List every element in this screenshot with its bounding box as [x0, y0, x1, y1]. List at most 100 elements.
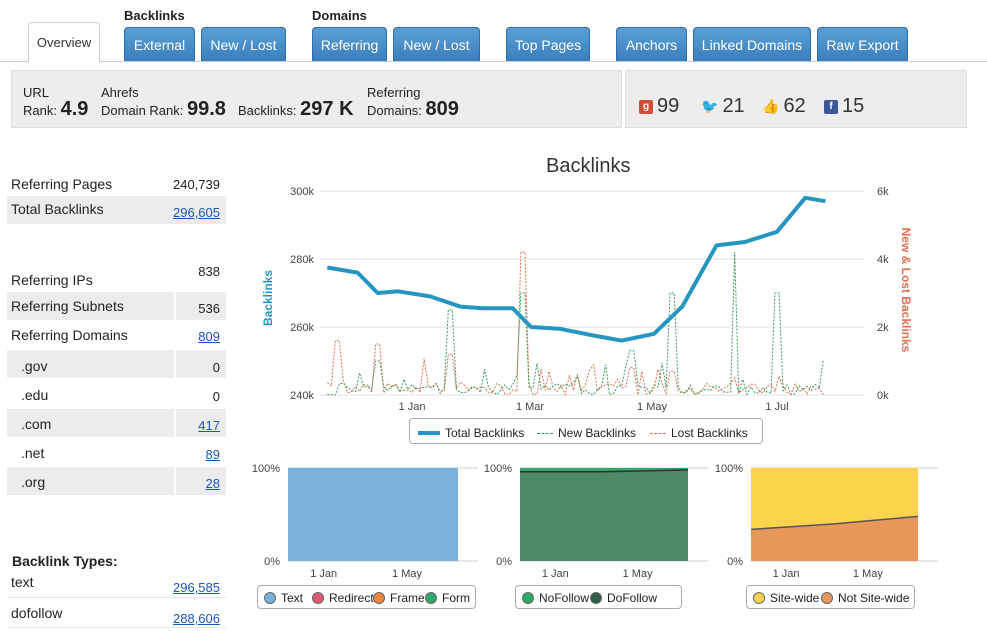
tld-value-link[interactable]: 28: [205, 476, 220, 491]
likes-count: 👍 62: [762, 95, 806, 118]
legend-nofollow[interactable]: NoFollow: [522, 591, 589, 605]
new-line-swatch: [537, 432, 553, 434]
type-label: text: [11, 574, 34, 590]
total-backlinks-link[interactable]: 296,605: [173, 205, 220, 220]
thumbs-up-icon: 👍: [762, 98, 780, 114]
domain-rank-value: 99.8: [187, 98, 226, 120]
likes-value: 62: [783, 95, 806, 117]
tld-value-link[interactable]: 89: [205, 447, 220, 462]
mini-chart-3: 100% 0% 1 Jan 1 May: [715, 463, 938, 580]
boundary-line: [750, 515, 919, 531]
series-line-total-backlinks: [326, 195, 826, 343]
tld-row-net: .net 89: [7, 438, 226, 466]
not-sitewide-swatch: [821, 592, 833, 604]
type-label: dofollow: [11, 605, 63, 621]
referring-domains-link[interactable]: 809: [198, 329, 220, 344]
referring-pages-label: Referring Pages: [11, 176, 113, 192]
dofollow-swatch: [590, 592, 602, 604]
x-tick: 1 Mar: [516, 401, 544, 413]
legend-not-sitewide[interactable]: Not Site-wide: [821, 591, 909, 605]
tab-linked-domains[interactable]: Linked Domains: [693, 27, 811, 61]
referring-ips-value: 838: [198, 264, 220, 279]
legend-frame[interactable]: Frame: [373, 591, 425, 605]
tld-label: .com: [21, 416, 52, 432]
tab-referring[interactable]: Referring: [312, 27, 387, 61]
y-axis-left-title: Backlinks: [261, 270, 275, 326]
google-plus-value: 99: [657, 95, 680, 117]
stats-bar: URL Rank: 4.9 Ahrefs Domain Rank: 99.8 B…: [11, 70, 622, 128]
tab-overview[interactable]: Overview: [28, 22, 100, 62]
facebook-count: f 15: [824, 95, 864, 118]
url-rank-label-2: Rank:: [23, 103, 57, 118]
tab-anchors[interactable]: Anchors: [616, 27, 687, 61]
y-left-tick: 280k: [290, 254, 314, 266]
twitter-count: 🐦 21: [701, 95, 745, 118]
y-left-tick: 240k: [290, 390, 314, 402]
ref-domains-label-1: Referring: [367, 85, 421, 100]
backlinks-value: 297 K: [300, 98, 354, 120]
boundary-line: [519, 469, 689, 473]
tab-raw-export[interactable]: Raw Export: [817, 27, 908, 61]
url-rank-value: 4.9: [60, 98, 89, 120]
y-right-tick: 2k: [877, 322, 889, 334]
url-rank-stat: URL Rank: 4.9: [23, 84, 88, 119]
tld-value-link[interactable]: 417: [198, 418, 220, 433]
x-tick: 1 May: [853, 568, 883, 580]
referring-domains-label: Referring Domains: [11, 327, 128, 343]
area-not-site-wide: [751, 516, 918, 561]
legend-label: Lost Backlinks: [671, 426, 748, 440]
legend-redirect[interactable]: Redirect: [312, 591, 374, 605]
legend-label: NoFollow: [539, 591, 590, 605]
backlinks-group-label: Backlinks: [124, 8, 185, 23]
legend-label: Total Backlinks: [445, 426, 525, 440]
referring-subnets-label: Referring Subnets: [11, 298, 124, 314]
y-right-tick: 4k: [877, 254, 889, 266]
legend-total-backlinks[interactable]: Total Backlinks: [418, 426, 524, 440]
type-legend: Text Redirect Frame Form: [257, 585, 476, 609]
total-backlinks-label: Total Backlinks: [11, 201, 104, 217]
mini-charts: 100% 0% 1 Jan 1 May 100% 0% 1 Jan 1 May 100% 0% 1 …: [252, 463, 938, 580]
y-tick: 100%: [715, 463, 743, 475]
legend-label: Site-wide: [770, 591, 820, 605]
redirect-swatch: [312, 592, 324, 604]
tld-row-com: .com 417: [7, 409, 226, 437]
y-tick: 0%: [727, 556, 743, 568]
legend-label: New Backlinks: [558, 426, 637, 440]
tab-backlinks-new-lost[interactable]: New / Lost: [201, 27, 286, 61]
google-plus-count: g 99: [639, 95, 679, 118]
legend-text[interactable]: Text: [264, 591, 303, 605]
follow-legend: NoFollow DoFollow: [515, 585, 682, 609]
legend-lost-backlinks[interactable]: Lost Backlinks: [650, 426, 748, 440]
x-tick: 1 May: [623, 568, 653, 580]
domain-rank-stat: Ahrefs Domain Rank: 99.8: [101, 84, 226, 119]
legend-label: Text: [281, 591, 304, 605]
series-line-new-backlinks: [327, 252, 824, 396]
tab-top-pages[interactable]: Top Pages: [506, 27, 590, 61]
y-tick: 100%: [484, 463, 512, 475]
y-tick: 0%: [264, 556, 280, 568]
referring-pages-value: 240,739: [173, 177, 220, 192]
legend-form[interactable]: Form: [425, 591, 470, 605]
legend-sitewide[interactable]: Site-wide: [753, 591, 819, 605]
tab-domains-new-lost[interactable]: New / Lost: [393, 27, 480, 61]
url-rank-label-1: URL: [23, 85, 50, 100]
type-value-link[interactable]: 288,606: [173, 611, 220, 626]
y-left-tick: 300k: [290, 186, 314, 198]
referring-domains-row: Referring Domains 809: [7, 321, 226, 349]
type-row-dofollow: dofollow 288,606: [7, 600, 226, 628]
type-value-link[interactable]: 296,585: [173, 580, 220, 595]
x-tick: 1 May: [637, 401, 667, 413]
x-tick: 1 Jan: [399, 401, 426, 413]
x-tick: 1 Jan: [310, 568, 337, 580]
mini-chart-1: 100% 0% 1 Jan 1 May: [252, 463, 478, 580]
legend-dofollow[interactable]: DoFollow: [590, 591, 657, 605]
y-axis-right-title: New & Lost Backlinks: [899, 228, 913, 353]
x-tick: 1 Jul: [765, 401, 788, 413]
ref-domains-value: 809: [425, 98, 459, 120]
tab-external[interactable]: External: [124, 27, 195, 61]
domains-group-label: Domains: [312, 8, 367, 23]
tld-label: .org: [21, 474, 46, 490]
legend-new-backlinks[interactable]: New Backlinks: [537, 426, 636, 440]
legend-label: Form: [442, 591, 470, 605]
site-legend: Site-wide Not Site-wide: [746, 585, 915, 609]
